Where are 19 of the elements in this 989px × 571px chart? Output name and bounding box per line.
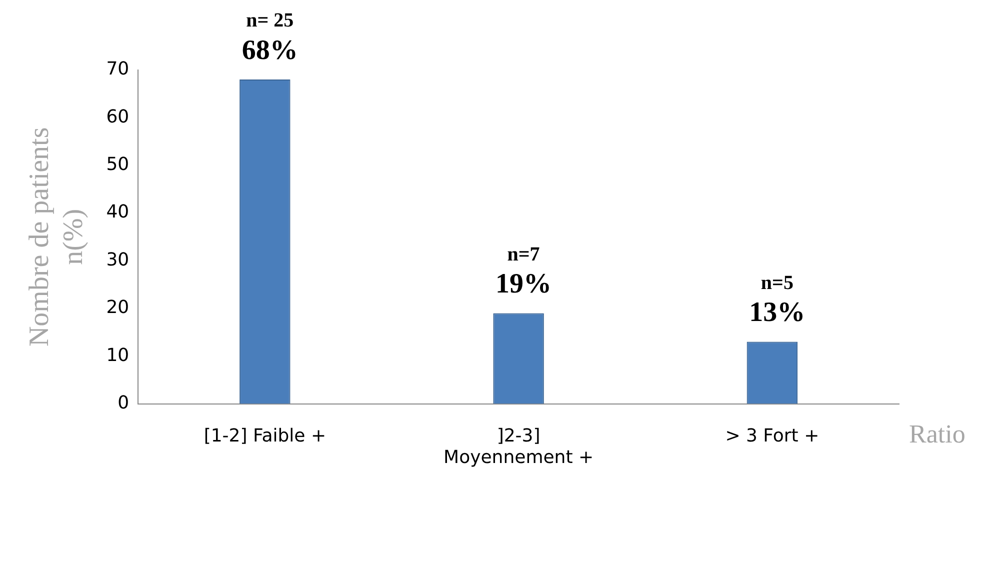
annotation: n=7: [507, 243, 540, 266]
x-tick-label: ]2-3] Moyennement +: [444, 425, 594, 468]
x-axis-title: Ratio: [909, 420, 966, 449]
data-label: 13%: [749, 297, 806, 328]
y-tick-label: 30: [106, 249, 130, 270]
y-tick-label: 20: [106, 297, 130, 318]
annotation: n= 25: [246, 10, 294, 32]
x-tick-label: [1-2] Faible +: [204, 425, 326, 446]
y-tick-label: 0: [118, 392, 130, 414]
data-label: 19%: [496, 268, 552, 300]
x-tick-label: > 3 Fort +: [725, 425, 820, 446]
y-tick-label: 10: [106, 344, 130, 366]
y-tick-label: 70: [106, 58, 130, 80]
y-tick-label: 60: [106, 106, 130, 128]
y-axis-title: Nombre de patients n(%): [24, 127, 89, 347]
y-tick-label: 40: [106, 202, 130, 223]
data-label: 68%: [242, 34, 298, 66]
y-tick-label: 50: [106, 154, 130, 176]
annotation: n=5: [760, 272, 794, 294]
